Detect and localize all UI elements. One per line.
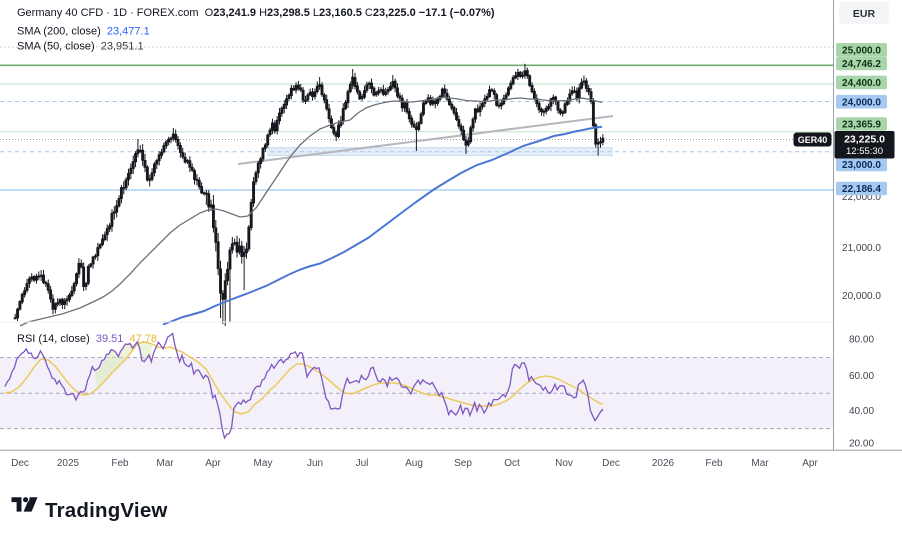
svg-text:23,225.0: 23,225.0 <box>844 134 885 146</box>
svg-text:21,000.0: 21,000.0 <box>842 243 881 254</box>
svg-text:Germany 40 CFD · 1D · FOREX.co: Germany 40 CFD · 1D · FOREX.com O23,241.… <box>17 7 495 19</box>
svg-text:24,000.0: 24,000.0 <box>842 97 881 108</box>
svg-text:GER40: GER40 <box>798 135 828 145</box>
svg-text:Mar: Mar <box>156 458 174 469</box>
svg-text:2025: 2025 <box>57 458 80 469</box>
svg-text:80.00: 80.00 <box>849 335 874 346</box>
svg-text:May: May <box>254 458 273 469</box>
svg-text:22,186.4: 22,186.4 <box>842 184 881 195</box>
svg-text:24,400.0: 24,400.0 <box>842 78 881 89</box>
svg-text:Sep: Sep <box>454 458 472 469</box>
svg-text:Dec: Dec <box>11 458 29 469</box>
svg-text:20,000.0: 20,000.0 <box>842 291 881 302</box>
svg-text:24,746.2: 24,746.2 <box>842 59 881 70</box>
svg-text:60.00: 60.00 <box>849 371 874 382</box>
svg-text:EUR: EUR <box>853 8 876 20</box>
svg-text:Dec: Dec <box>602 458 620 469</box>
svg-text:Feb: Feb <box>111 458 129 469</box>
svg-text:Jun: Jun <box>307 458 323 469</box>
svg-text:Apr: Apr <box>205 458 221 469</box>
svg-text:Mar: Mar <box>751 458 769 469</box>
svg-text:20.00: 20.00 <box>849 439 874 450</box>
svg-text:SMA (50, close) 23,951.1: SMA (50, close) 23,951.1 <box>17 41 144 53</box>
svg-text:40.00: 40.00 <box>849 406 874 417</box>
svg-text:22,000.0: 22,000.0 <box>842 192 881 203</box>
svg-text:25,000.0: 25,000.0 <box>842 45 881 56</box>
svg-text:SMA (200, close) 23,477.1: SMA (200, close) 23,477.1 <box>17 26 150 38</box>
svg-text:23,365.9: 23,365.9 <box>842 120 881 131</box>
svg-text:Feb: Feb <box>705 458 723 469</box>
svg-text:RSI (14, close) 39.51 47.78: RSI (14, close) 39.51 47.78 <box>17 333 157 345</box>
svg-text:Apr: Apr <box>802 458 818 469</box>
svg-text:Aug: Aug <box>405 458 423 469</box>
svg-text:Oct: Oct <box>504 458 520 469</box>
svg-text:2026: 2026 <box>652 458 675 469</box>
svg-text:Jul: Jul <box>356 458 369 469</box>
svg-text:23,000.0: 23,000.0 <box>842 160 881 171</box>
svg-text:Nov: Nov <box>555 458 573 469</box>
svg-text:12:55:30: 12:55:30 <box>846 146 883 157</box>
svg-text:TradingView: TradingView <box>45 499 168 522</box>
